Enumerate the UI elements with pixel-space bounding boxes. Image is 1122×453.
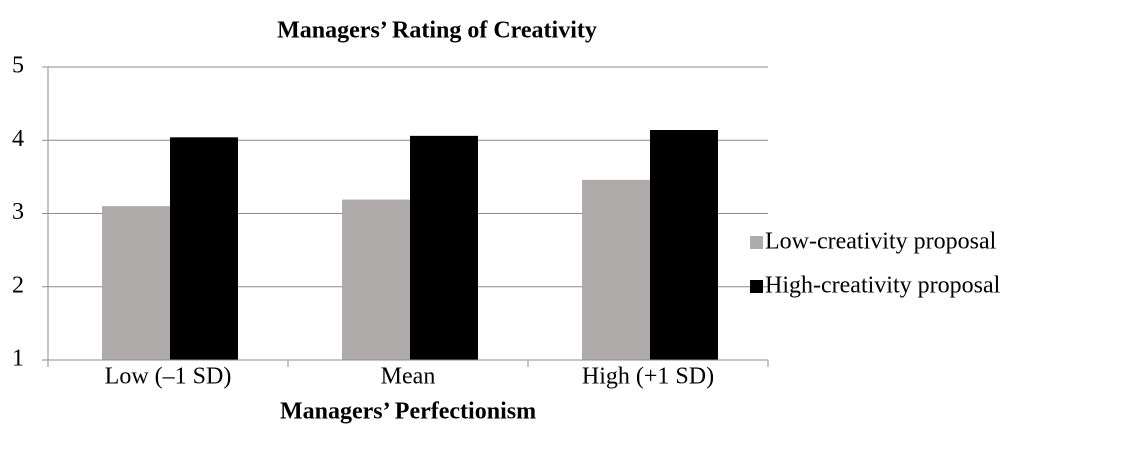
x-tick-label: Mean — [381, 364, 436, 390]
x-tick-label: Low (–1 SD) — [105, 364, 232, 390]
y-tick-label: 5 — [12, 53, 24, 79]
y-tick-label: 4 — [12, 126, 24, 152]
chart-title: Managers’ Rating of Creativity — [277, 18, 597, 44]
bar — [650, 129, 718, 360]
legend-swatch — [750, 236, 763, 249]
bar — [170, 137, 238, 360]
bar — [342, 199, 410, 360]
x-axis-title: Managers’ Perfectionism — [280, 399, 536, 425]
legend-label: High-creativity proposal — [765, 273, 1001, 299]
bar — [582, 179, 650, 360]
x-tick-label: High (+1 SD) — [582, 364, 714, 390]
y-tick-label: 3 — [12, 199, 24, 225]
legend-label: Low-creativity proposal — [765, 229, 997, 255]
y-tick-label: 2 — [12, 272, 24, 298]
bar — [102, 206, 170, 360]
legend-swatch — [750, 280, 763, 293]
y-tick-label: 1 — [12, 346, 24, 372]
bar — [410, 135, 478, 360]
